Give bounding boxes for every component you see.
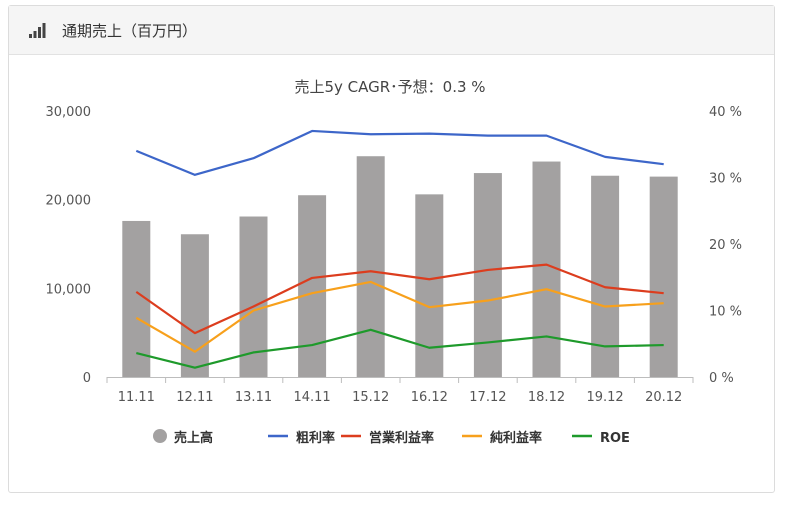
legend-marker bbox=[153, 429, 167, 443]
bar bbox=[415, 194, 444, 377]
x-tick-label: 14.11 bbox=[293, 390, 330, 405]
left-tick-label: 20,000 bbox=[46, 194, 92, 209]
axes: 11.11 12.11 13.11 14.11 15.12 16.12 17.12 18.12… bbox=[46, 105, 743, 405]
left-tick-label: 0 bbox=[83, 371, 91, 386]
legend-label: ROE bbox=[600, 431, 630, 446]
right-tick-label: 30 % bbox=[709, 172, 742, 187]
bar bbox=[591, 175, 620, 377]
x-tick-label: 12.11 bbox=[176, 390, 213, 405]
bar bbox=[180, 234, 209, 377]
bar bbox=[649, 176, 678, 377]
series-line bbox=[136, 328, 664, 369]
bar bbox=[473, 173, 502, 377]
legend-label: 売上高 bbox=[174, 430, 213, 446]
lines bbox=[135, 129, 664, 369]
x-tick-label: 16.12 bbox=[411, 390, 448, 405]
series-line bbox=[135, 129, 664, 176]
chart-title: 売上5y CAGR･予想：0.3 % bbox=[294, 78, 485, 96]
legend-label: 純利益率 bbox=[490, 430, 542, 446]
right-tick-label: 10 % bbox=[709, 305, 742, 320]
bar-chart-icon bbox=[29, 23, 46, 38]
right-tick-label: 20 % bbox=[709, 238, 742, 253]
right-tick-label: 0 % bbox=[709, 371, 734, 386]
bars bbox=[122, 156, 678, 377]
bar bbox=[356, 156, 385, 377]
x-tick-label: 19.12 bbox=[586, 390, 623, 405]
x-tick-label: 15.12 bbox=[352, 390, 389, 405]
x-tick-label: 13.11 bbox=[235, 390, 272, 405]
x-tick-label: 18.12 bbox=[528, 390, 565, 405]
left-tick-label: 10,000 bbox=[46, 282, 92, 297]
x-tick-label: 17.12 bbox=[469, 390, 506, 405]
right-tick-label: 40 % bbox=[709, 105, 742, 120]
left-tick-label: 30,000 bbox=[46, 105, 92, 120]
panel-title: 通期売上（百万円） bbox=[62, 22, 198, 40]
series-line bbox=[135, 263, 664, 335]
x-tick-label: 11.11 bbox=[118, 390, 155, 405]
bar bbox=[298, 195, 327, 377]
legend: 売上高 粗利率 営業利益率 純利益率 ROE bbox=[153, 429, 630, 446]
legend-label: 営業利益率 bbox=[369, 430, 434, 446]
legend-label: 粗利率 bbox=[296, 430, 335, 446]
series-line bbox=[135, 280, 664, 353]
panel-header: 通期売上（百万円） bbox=[9, 6, 774, 55]
x-tick-label: 20.12 bbox=[645, 390, 682, 405]
